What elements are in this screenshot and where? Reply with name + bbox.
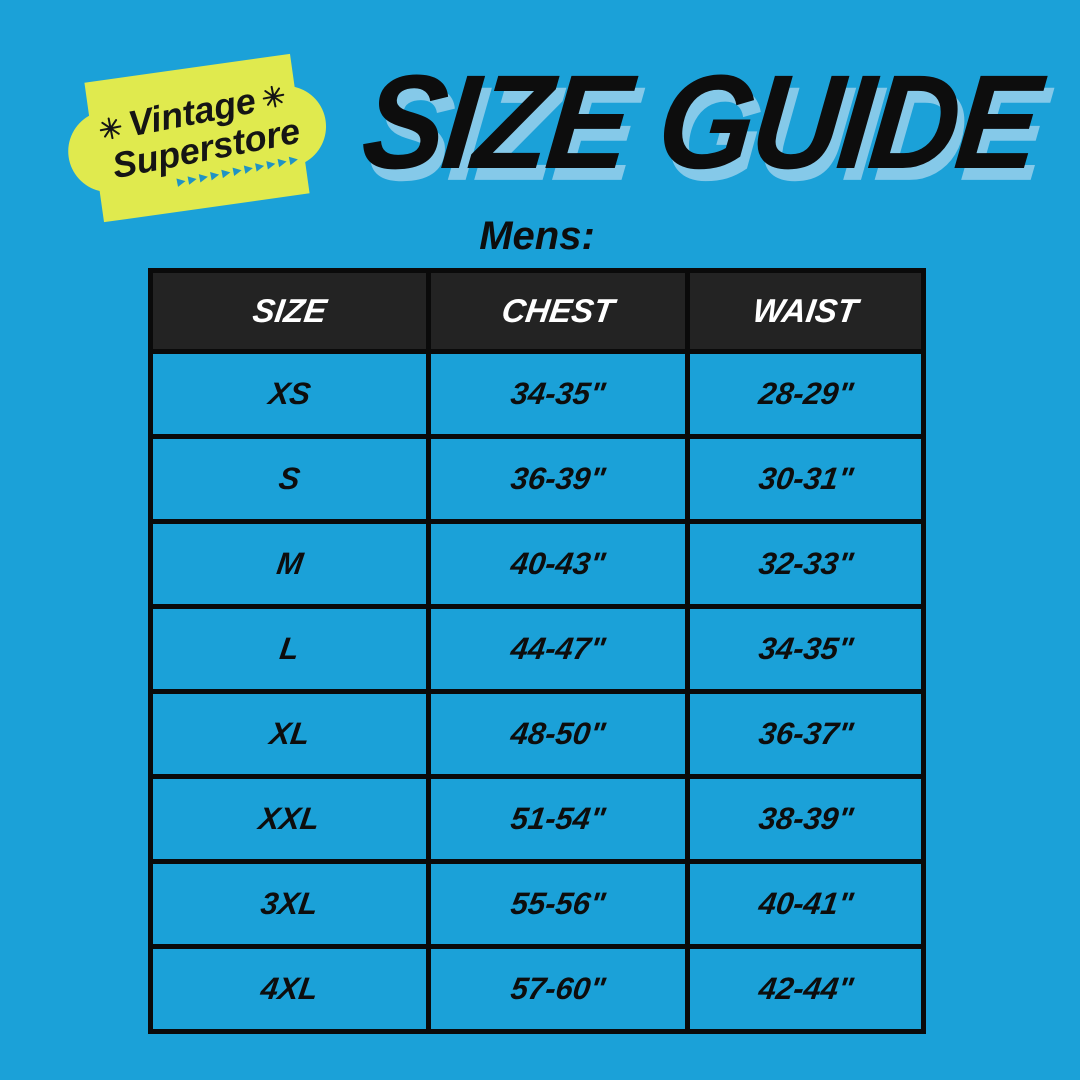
- cell-waist: 36-37": [685, 689, 926, 779]
- table-row: XL 48-50" 36-37": [147, 689, 926, 779]
- size-table: SIZE CHEST WAIST XS 34-35" 28-29" S 36-3…: [147, 268, 926, 1034]
- sparkle-icon: [261, 83, 287, 109]
- cell-waist: 32-33": [685, 519, 926, 609]
- cell-chest: 44-47": [426, 604, 691, 694]
- cell-waist: 38-39": [685, 774, 926, 864]
- table-row: 3XL 55-56" 40-41": [147, 859, 926, 949]
- header-chest: CHEST: [426, 268, 691, 354]
- page-title: SIZE GUIDE: [356, 48, 1045, 198]
- cell-waist: 34-35": [685, 604, 926, 694]
- cell-size: XL: [147, 689, 432, 779]
- table-row: M 40-43" 32-33": [147, 519, 926, 609]
- cell-chest: 51-54": [426, 774, 691, 864]
- size-table-body: XS 34-35" 28-29" S 36-39" 30-31" M 40-43…: [147, 349, 926, 1034]
- cell-chest: 48-50": [426, 689, 691, 779]
- cell-size: 3XL: [147, 859, 432, 949]
- cell-size: S: [147, 434, 432, 524]
- cell-chest: 34-35": [426, 349, 691, 439]
- header-waist: WAIST: [685, 268, 926, 354]
- header-row: SIZE CHEST WAIST: [147, 268, 926, 354]
- cell-chest: 36-39": [426, 434, 691, 524]
- size-table-header: SIZE CHEST WAIST: [147, 268, 926, 354]
- logo-text: Vintage Superstore ▶▶▶▶▶▶▶▶▶▶▶: [44, 27, 350, 249]
- cell-waist: 30-31": [685, 434, 926, 524]
- vintage-superstore-logo: Vintage Superstore ▶▶▶▶▶▶▶▶▶▶▶: [47, 33, 346, 242]
- table-row: S 36-39" 30-31": [147, 434, 926, 524]
- cell-chest: 40-43": [426, 519, 691, 609]
- cell-chest: 57-60": [426, 944, 691, 1034]
- cell-waist: 40-41": [685, 859, 926, 949]
- cell-size: XS: [147, 349, 432, 439]
- cell-chest: 55-56": [426, 859, 691, 949]
- table-row: 4XL 57-60" 42-44": [147, 944, 926, 1034]
- table-row: L 44-47" 34-35": [147, 604, 926, 694]
- table-row: XXL 51-54" 38-39": [147, 774, 926, 864]
- cell-size: M: [147, 519, 432, 609]
- header-size: SIZE: [147, 268, 432, 354]
- table-row: XS 34-35" 28-29": [147, 349, 926, 439]
- section-label-mens: Mens:: [479, 214, 595, 258]
- logo-badge-shape: [68, 53, 326, 223]
- cell-waist: 42-44": [685, 944, 926, 1034]
- cell-size: L: [147, 604, 432, 694]
- cell-size: XXL: [147, 774, 432, 864]
- sparkle-icon: [97, 115, 123, 141]
- cell-size: 4XL: [147, 944, 432, 1034]
- cell-waist: 28-29": [685, 349, 926, 439]
